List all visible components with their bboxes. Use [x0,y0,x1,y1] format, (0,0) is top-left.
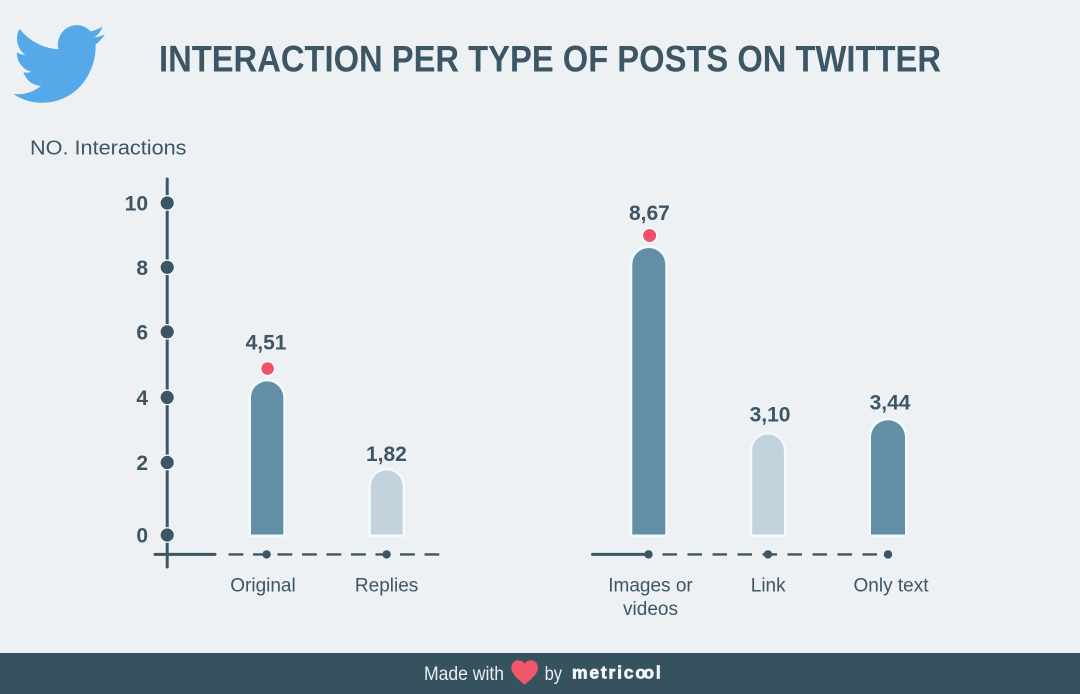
svg-text:4: 4 [136,387,148,410]
svg-text:6: 6 [136,321,148,344]
svg-text:3,44: 3,44 [870,392,911,415]
svg-text:Original: Original [230,576,295,597]
svg-text:Link: Link [751,576,786,597]
svg-text:metricool: metricool [572,663,663,683]
svg-text:Made with: Made with [424,664,504,685]
svg-text:Only text: Only text [854,576,930,597]
svg-text:videos: videos [623,599,678,620]
svg-text:NO. Interactions: NO. Interactions [30,138,187,160]
svg-text:4,51: 4,51 [246,332,287,355]
svg-text:0: 0 [136,525,148,548]
svg-text:10: 10 [125,193,148,216]
svg-text:3,10: 3,10 [750,404,791,427]
svg-text:INTERACTION PER TYPE OF POSTS: INTERACTION PER TYPE OF POSTS ON TWITTER [159,38,941,80]
svg-text:Images or: Images or [608,576,693,597]
svg-text:8: 8 [136,257,148,280]
svg-text:Replies: Replies [355,576,418,597]
svg-text:by: by [545,664,563,685]
svg-text:2: 2 [136,452,148,475]
svg-text:1,82: 1,82 [366,443,407,466]
svg-text:8,67: 8,67 [629,202,670,225]
